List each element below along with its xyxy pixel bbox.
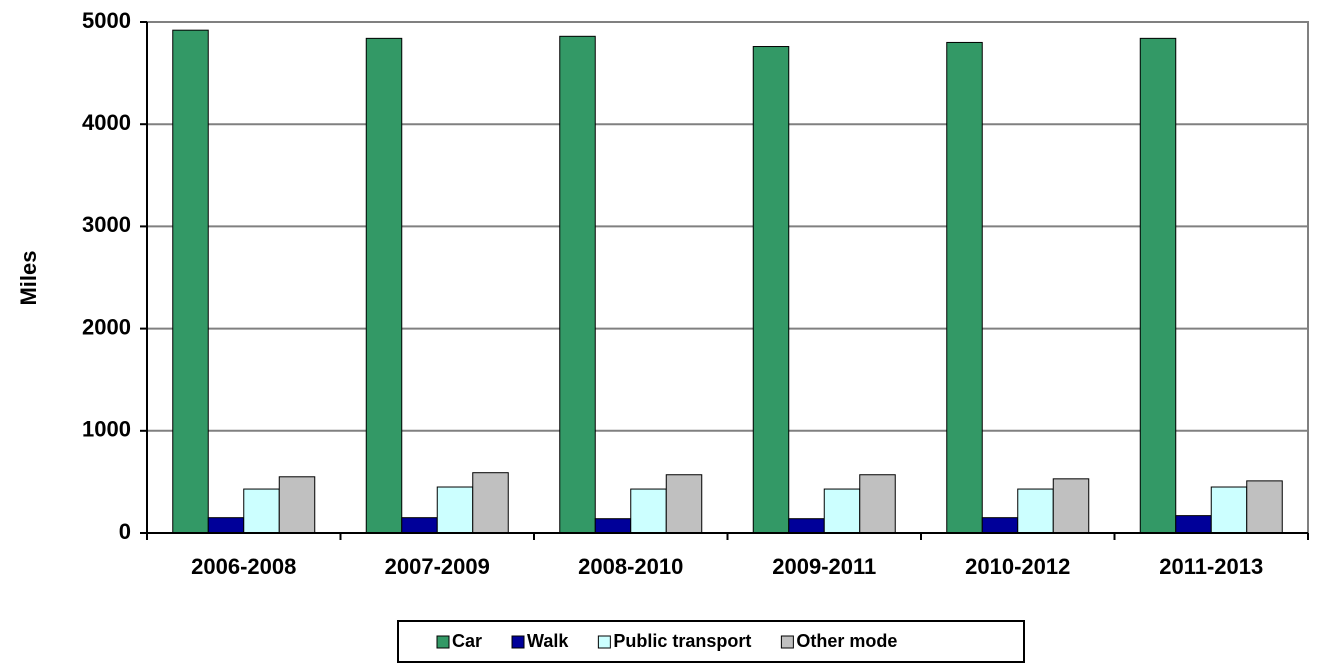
- legend-label: Walk: [527, 631, 569, 651]
- bar: [1017, 488, 1054, 534]
- bar: [788, 518, 825, 534]
- legend-swatch: [436, 635, 450, 649]
- bar: [665, 474, 703, 534]
- y-tick-label: 2000: [82, 314, 131, 339]
- legend-swatch: [511, 635, 525, 649]
- bar: [1175, 515, 1212, 534]
- bar: [946, 41, 983, 534]
- legend-swatch: [597, 635, 611, 649]
- bar: [1052, 478, 1090, 534]
- legend-swatch: [780, 635, 794, 649]
- bar: [278, 476, 316, 534]
- bar: [1210, 486, 1248, 534]
- bar: [207, 517, 245, 534]
- bar: [981, 517, 1019, 534]
- plot-frame: [146, 21, 1309, 534]
- bar: [859, 474, 896, 534]
- bar: [472, 472, 509, 534]
- bar: [172, 29, 209, 534]
- x-tick-label: 2010-2012: [965, 554, 1070, 579]
- legend-box: [397, 620, 1025, 663]
- bar: [436, 486, 474, 534]
- bar: [823, 488, 861, 534]
- y-axis-label: Miles: [16, 250, 41, 305]
- bar: [1139, 37, 1177, 534]
- bar: [365, 37, 403, 534]
- legend-label: Other mode: [796, 631, 897, 651]
- y-tick-label: 5000: [82, 8, 131, 33]
- x-tick-label: 2008-2010: [578, 554, 683, 579]
- x-tick-label: 2009-2011: [772, 554, 876, 579]
- x-tick-label: 2007-2009: [385, 554, 490, 579]
- legend-label: Public transport: [613, 631, 751, 651]
- bar: [752, 46, 790, 534]
- bar: [1246, 480, 1283, 534]
- bar: [630, 488, 667, 534]
- y-tick-label: 0: [119, 519, 131, 544]
- bar: [401, 517, 438, 534]
- y-tick-label: 4000: [82, 110, 131, 135]
- bar: [243, 488, 280, 534]
- y-tick-label: 3000: [82, 212, 131, 237]
- legend-label: Car: [452, 631, 482, 651]
- bar: [594, 518, 632, 534]
- x-tick-label: 2011-2013: [1159, 554, 1263, 579]
- x-tick-label: 2006-2008: [191, 554, 296, 579]
- y-tick-label: 1000: [82, 417, 131, 442]
- bar: [559, 35, 596, 534]
